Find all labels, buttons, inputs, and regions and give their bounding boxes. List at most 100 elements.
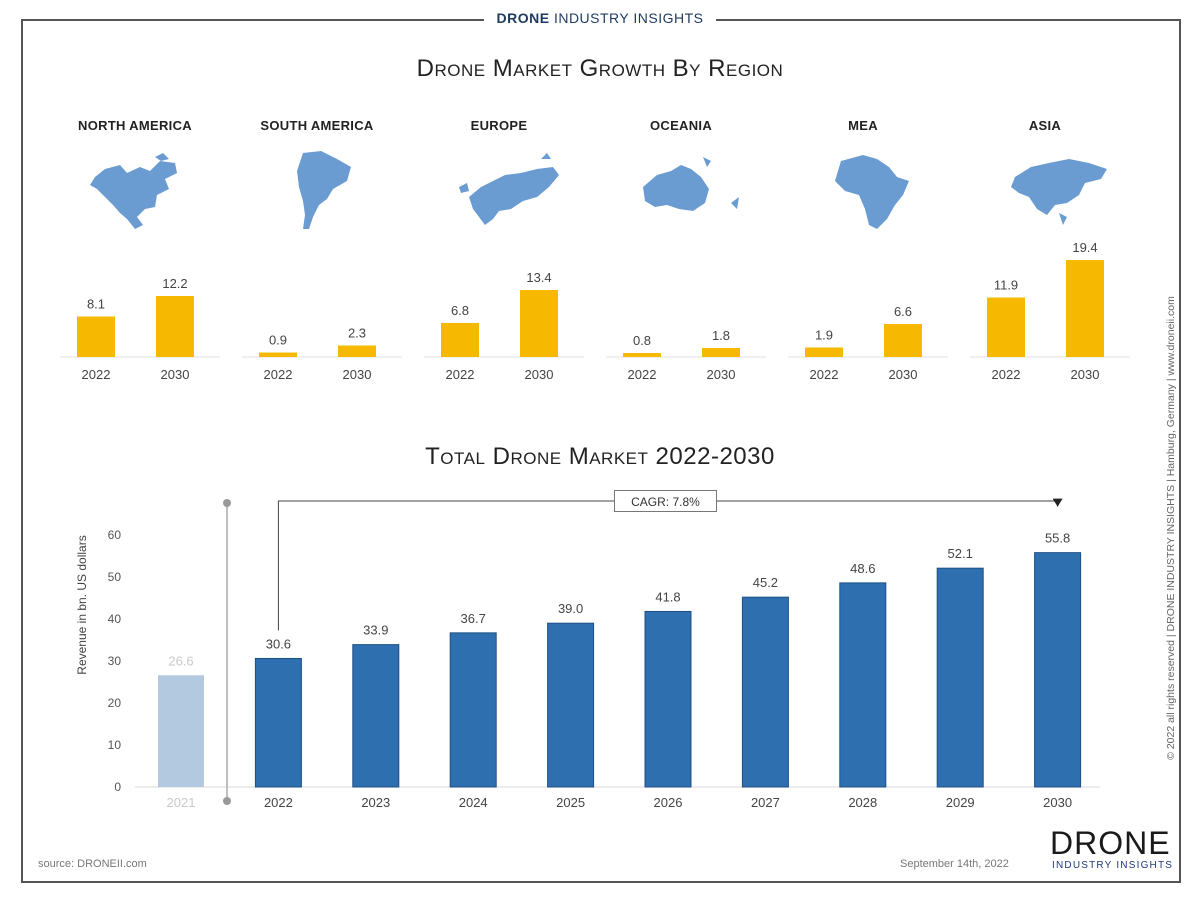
total-bar [449, 632, 497, 788]
mini-bar [441, 323, 479, 357]
x-tick-label: 2026 [654, 795, 683, 810]
mini-bar-value: 0.8 [633, 333, 651, 348]
mini-bar [1066, 260, 1104, 357]
regional-bar-charts: 8.1 2022 12.2 2030 0.9 2022 2.3 2030 6.8 2022 13.4… [60, 240, 1130, 382]
cagr-label: CAGR: 7.8% [614, 490, 717, 512]
total-bar-value: 55.8 [1045, 531, 1070, 546]
total-bar [741, 596, 789, 788]
north-america-map-icon [90, 153, 177, 229]
y-tick-label: 20 [108, 696, 122, 710]
region-title: ASIA [1028, 118, 1062, 133]
mini-bar-value: 0.9 [269, 333, 287, 348]
total-bar [254, 657, 302, 788]
mini-bar [520, 290, 558, 357]
regions-title: Drone Market Growth By Region [416, 55, 784, 82]
total-bar-value: 30.6 [266, 636, 291, 651]
mini-bar [884, 324, 922, 357]
date-text: September 14th, 2022 [900, 858, 1009, 870]
mini-x-tick: 2030 [889, 367, 918, 382]
mini-x-tick: 2022 [264, 367, 293, 382]
region-asia: ASIA [960, 118, 1130, 232]
region-title: EUROPE [470, 118, 528, 133]
total-bar-value: 48.6 [850, 561, 875, 576]
x-tick-label: 2029 [946, 795, 975, 810]
x-tick-label: 2027 [751, 795, 780, 810]
y-tick-label: 50 [108, 570, 122, 584]
x-tick-label: 2021 [167, 795, 196, 810]
x-tick-label: 2024 [459, 795, 488, 810]
mini-bar-value: 19.4 [1072, 240, 1097, 255]
mini-bar-value: 6.6 [894, 304, 912, 319]
total-bar [1034, 552, 1082, 788]
mini-x-tick: 2022 [446, 367, 475, 382]
mini-bar [702, 348, 740, 357]
total-bar-value: 39.0 [558, 601, 583, 616]
total-title: Total Drone Market 2022-2030 [425, 443, 775, 470]
x-tick-label: 2023 [361, 795, 390, 810]
mini-bar [259, 352, 297, 357]
x-tick-label: 2025 [556, 795, 585, 810]
brand-rest: INDUSTRY INSIGHTS [553, 10, 704, 26]
asia-map-icon [1011, 159, 1107, 225]
brand-header: DRONE INDUSTRY INSIGHTS [0, 10, 1200, 26]
mini-bar-value: 8.1 [87, 297, 105, 312]
total-bar [936, 567, 984, 788]
mini-bar-value: 2.3 [348, 326, 366, 341]
mini-bar-value: 6.8 [451, 303, 469, 318]
region-title: SOUTH AMERICA [260, 118, 374, 133]
region-north-america: NORTH AMERICA [50, 118, 220, 232]
region-title: NORTH AMERICA [78, 118, 192, 133]
total-bar [158, 675, 204, 787]
separator-dot-top [223, 499, 231, 507]
source-text: source: DRONEII.com [38, 858, 147, 870]
mini-bar-value: 1.9 [815, 328, 833, 343]
total-bar-value: 52.1 [948, 546, 973, 561]
logo-drone: DRONE [1050, 825, 1171, 861]
region-title: OCEANIA [649, 118, 713, 133]
y-tick-label: 10 [108, 738, 122, 752]
total-bar [352, 644, 400, 788]
mini-x-tick: 2022 [992, 367, 1021, 382]
mini-x-tick: 2030 [707, 367, 736, 382]
x-tick-label: 2022 [264, 795, 293, 810]
mini-x-tick: 2022 [82, 367, 111, 382]
brand-strong: DRONE [496, 10, 550, 26]
mini-x-tick: 2030 [525, 367, 554, 382]
x-tick-label: 2028 [848, 795, 877, 810]
total-bar-value: 26.6 [168, 653, 193, 668]
total-bar [547, 622, 595, 788]
y-tick-label: 30 [108, 654, 122, 668]
mini-x-tick: 2022 [628, 367, 657, 382]
y-tick-label: 40 [108, 612, 122, 626]
europe-map-icon [459, 153, 559, 225]
total-bar-value: 36.7 [461, 611, 486, 626]
mini-bar-value: 1.8 [712, 328, 730, 343]
mini-x-tick: 2030 [161, 367, 190, 382]
mini-bar [623, 353, 661, 357]
mini-x-tick: 2030 [1071, 367, 1100, 382]
region-europe: EUROPE [414, 118, 584, 232]
x-tick-label: 2030 [1043, 795, 1072, 810]
region-oceania: OCEANIA [596, 118, 766, 232]
region-south-america: SOUTH AMERICA [232, 118, 402, 232]
total-bar [839, 582, 887, 788]
mini-bar-value: 12.2 [162, 276, 187, 291]
mini-bar [338, 345, 376, 357]
total-bar-value: 41.8 [655, 589, 680, 604]
mini-bar [156, 296, 194, 357]
total-bar [644, 610, 692, 788]
mini-x-tick: 2022 [810, 367, 839, 382]
total-bar-value: 45.2 [753, 575, 778, 590]
logo-industry-insights: INDUSTRY INSIGHTS [1052, 860, 1174, 871]
total-bar-value: 33.9 [363, 623, 388, 638]
cagr-arrow-icon [1052, 498, 1063, 507]
side-credits: © 2022 all rights reserved | DRONE INDUS… [1165, 295, 1177, 760]
region-title: MEA [848, 118, 878, 133]
oceania-map-icon [643, 157, 739, 211]
region-mea: MEA [778, 118, 948, 232]
mini-bar [77, 316, 115, 357]
mini-bar [987, 297, 1025, 357]
y-tick-label: 60 [108, 528, 122, 542]
mini-bar-value: 13.4 [526, 270, 551, 285]
